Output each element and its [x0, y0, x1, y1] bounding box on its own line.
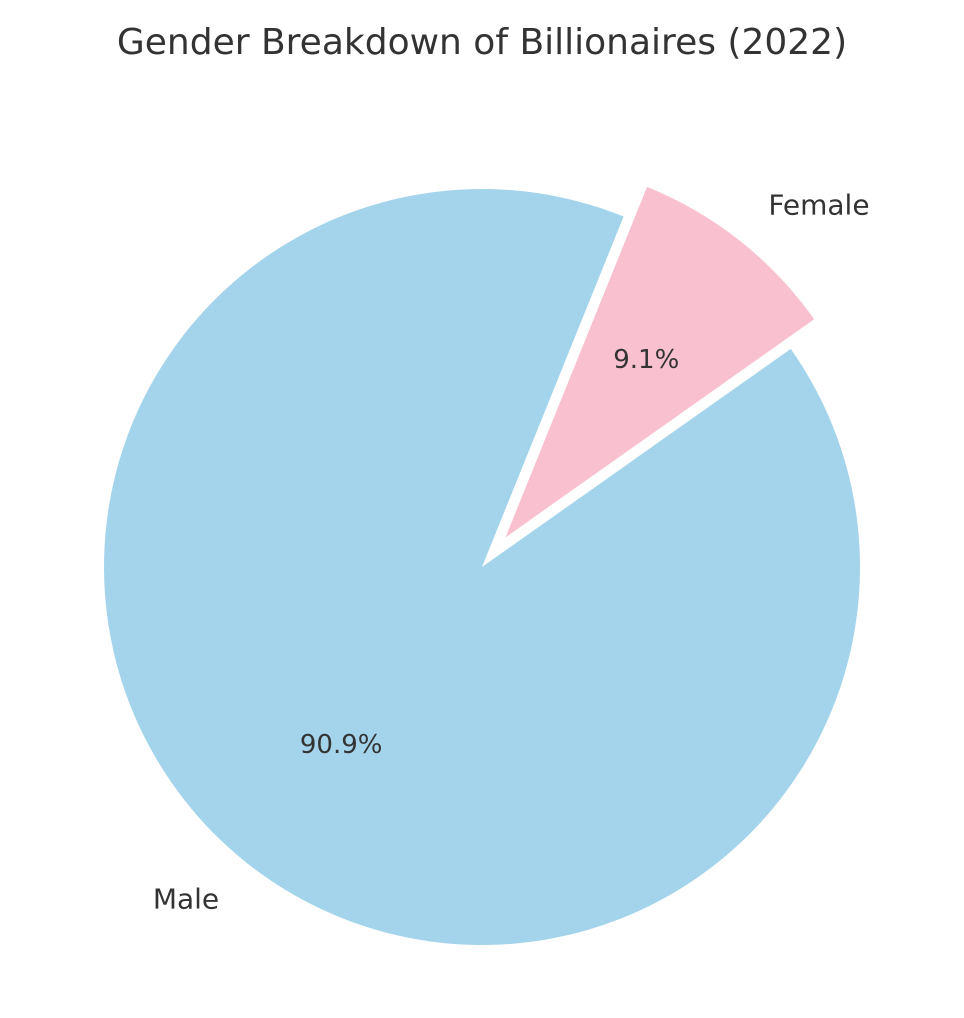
pie-pct-female: 9.1% — [613, 345, 679, 375]
pie-label-female: Female — [768, 189, 869, 222]
pie-pct-male: 90.9% — [300, 730, 383, 760]
pie-label-male: Male — [153, 882, 219, 915]
pie-svg — [0, 0, 964, 1014]
pie-chart — [0, 0, 964, 1018]
